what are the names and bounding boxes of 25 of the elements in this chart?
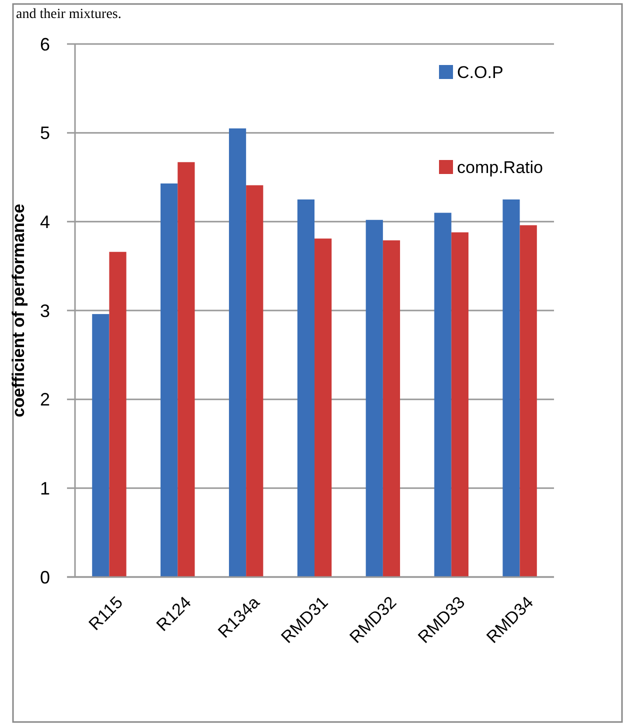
y-tick-label: 5 bbox=[40, 123, 50, 144]
bar bbox=[246, 185, 264, 577]
bar bbox=[314, 238, 332, 577]
y-tick-label: 4 bbox=[40, 212, 50, 232]
y-tick-label: 6 bbox=[40, 34, 50, 54]
bar bbox=[502, 199, 520, 577]
y-tick-label: 3 bbox=[40, 300, 50, 321]
bar bbox=[178, 162, 195, 577]
bar bbox=[434, 212, 452, 577]
y-tick-label: 0 bbox=[40, 567, 50, 588]
y-axis-title: coefficient of performance bbox=[9, 204, 28, 418]
y-tick-label: 1 bbox=[40, 478, 50, 498]
bar bbox=[160, 183, 178, 577]
text: and their mixtures. bbox=[16, 7, 122, 22]
bar bbox=[366, 220, 383, 577]
bar bbox=[297, 199, 314, 577]
bar bbox=[520, 225, 537, 577]
bar bbox=[228, 128, 246, 577]
legend-label: C.O.P bbox=[457, 62, 504, 82]
y-tick-label: 2 bbox=[40, 390, 50, 410]
bar bbox=[451, 232, 468, 577]
bar bbox=[382, 240, 400, 577]
legend-label: comp.Ratio bbox=[457, 158, 543, 177]
bar bbox=[92, 314, 110, 577]
bar bbox=[109, 252, 126, 577]
